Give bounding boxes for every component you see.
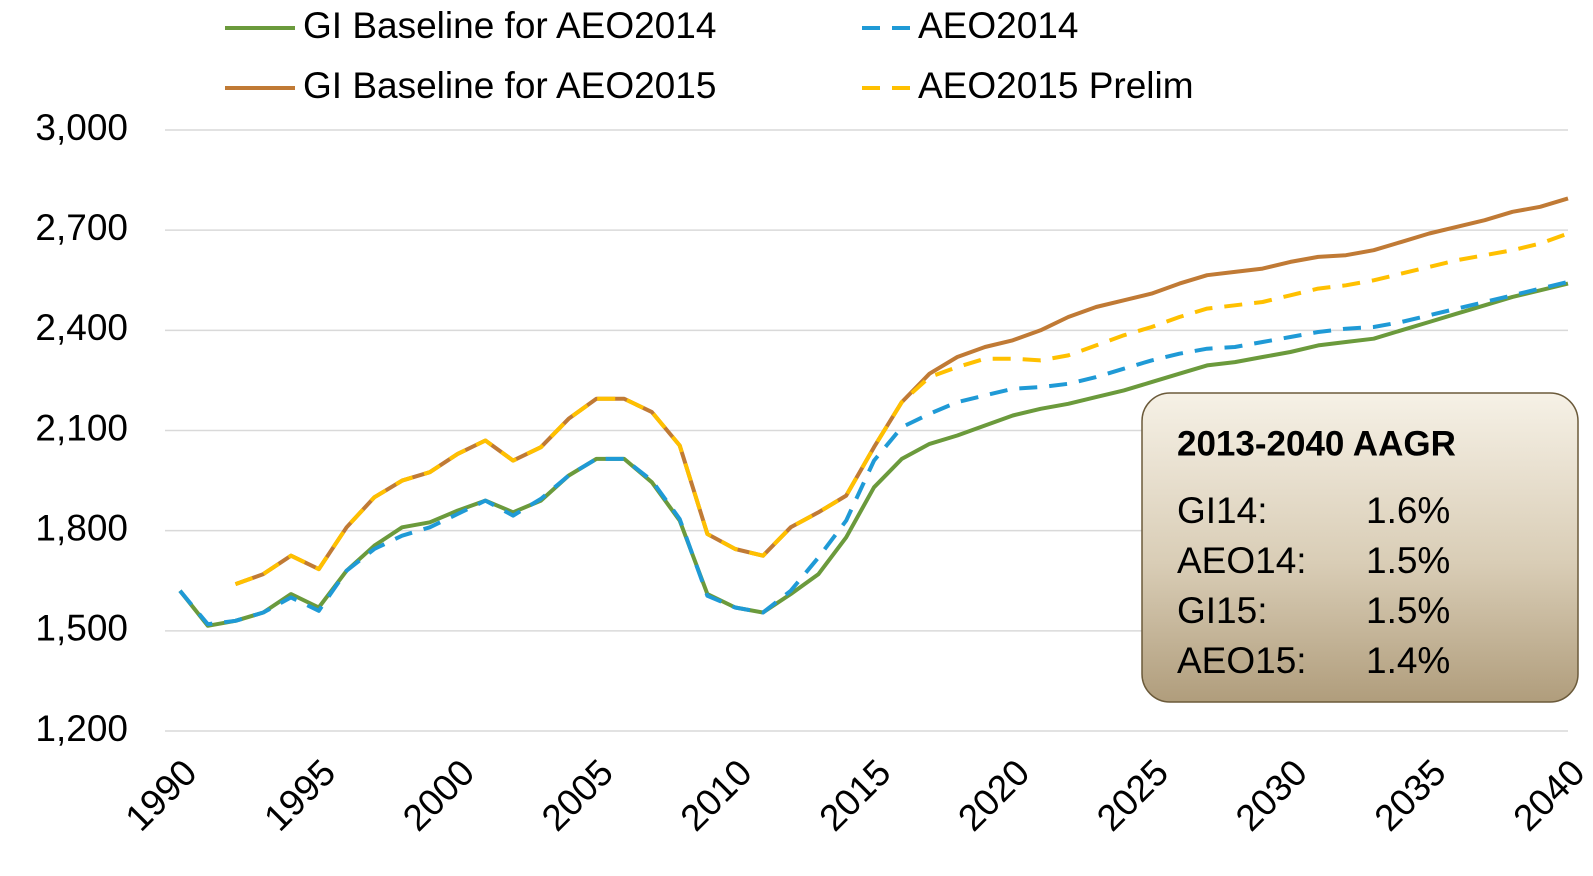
legend-label: GI Baseline for AEO2014	[303, 5, 716, 46]
annotation-box	[1141, 392, 1579, 703]
y-tick-label: 2,700	[35, 207, 128, 248]
y-tick-label: 1,200	[35, 708, 128, 749]
y-tick-label: 2,100	[35, 407, 128, 448]
legend-label: GI Baseline for AEO2015	[303, 65, 716, 106]
x-tick-label: 2040	[1505, 752, 1592, 839]
y-tick-label: 2,400	[35, 307, 128, 348]
x-tick-label: 2020	[950, 752, 1037, 839]
x-tick-label: 2005	[534, 752, 621, 839]
y-tick-label: 1,800	[35, 507, 128, 548]
y-tick-label: 1,500	[35, 608, 128, 649]
annotation-title: 2013-2040 AAGR	[1177, 424, 1456, 463]
series-line	[178, 281, 1569, 628]
annotation-label: GI14:	[1177, 490, 1268, 531]
annotation-label: AEO14:	[1177, 540, 1307, 581]
annotation-value: 1.5%	[1366, 590, 1450, 631]
x-tick-label: 2015	[811, 752, 898, 839]
legend-label: AEO2014	[918, 5, 1078, 46]
x-tick-label: 2025	[1089, 752, 1176, 839]
y-tick-label: 3,000	[35, 107, 128, 148]
x-tick-label: 1990	[117, 752, 204, 839]
series-line	[178, 279, 1569, 627]
x-tick-label: 2030	[1228, 752, 1315, 839]
annotation-label: GI15:	[1177, 590, 1268, 631]
x-tick-label: 2035	[1367, 752, 1454, 839]
annotation-value: 1.6%	[1366, 490, 1450, 531]
x-tick-label: 2010	[673, 752, 760, 839]
legend-label: AEO2015 Prelim	[918, 65, 1194, 106]
x-tick-label: 1995	[256, 752, 343, 839]
x-tick-label: 2000	[395, 752, 482, 839]
series-line	[234, 231, 1569, 586]
annotation-value: 1.5%	[1366, 540, 1450, 581]
annotation-value: 1.4%	[1366, 640, 1450, 681]
annotation-label: AEO15:	[1177, 640, 1307, 681]
